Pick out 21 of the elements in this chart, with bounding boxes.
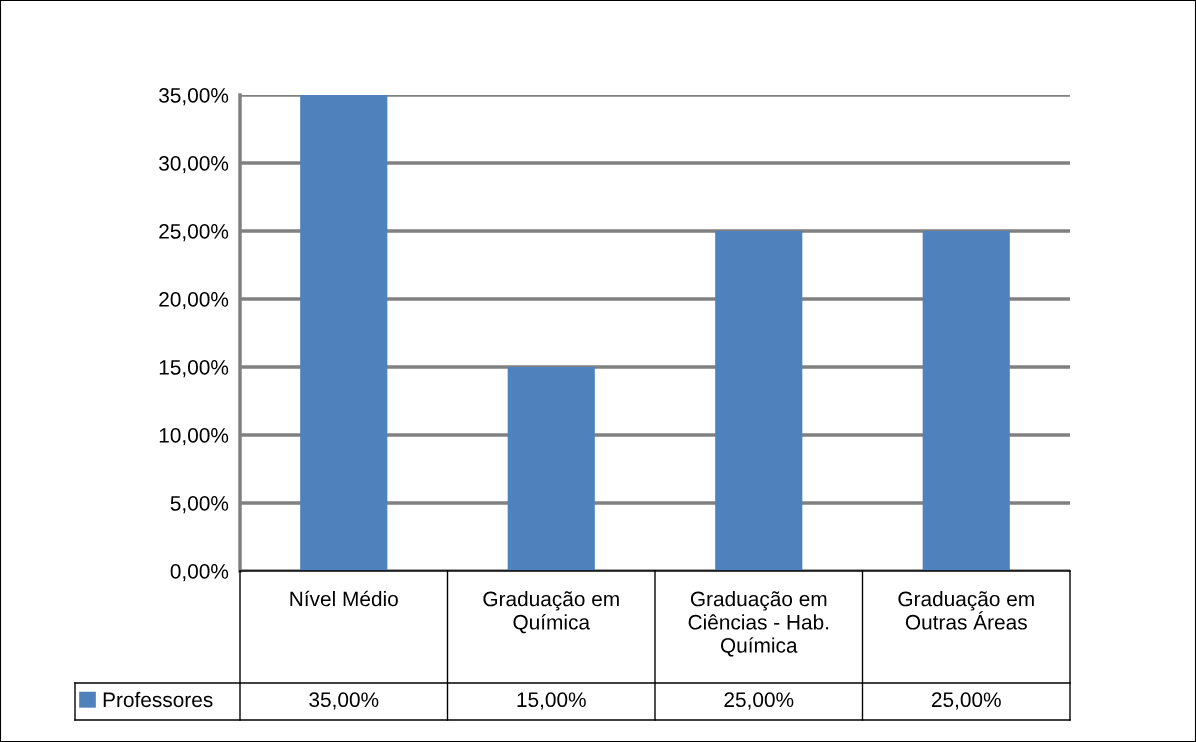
y-tick-label: 35,00% <box>159 88 229 106</box>
x-tick-label: Nível Médio <box>290 590 398 607</box>
x-tick-label: Graduação em Química <box>483 591 619 634</box>
bar <box>715 231 803 571</box>
x-tick-label: Graduação em Ciências - Hab. Química <box>688 591 829 657</box>
bar <box>922 231 1010 571</box>
y-tick-label: 0,00% <box>170 564 229 582</box>
bar <box>300 95 388 571</box>
legend-label: Professores <box>103 691 213 708</box>
data-label: 25,00% <box>931 692 1001 710</box>
x-tick-label: Graduação em Outras Áreas <box>898 591 1034 630</box>
bar <box>507 367 595 571</box>
y-tick-label: 20,00% <box>159 292 229 310</box>
y-tick-label: 15,00% <box>159 360 229 378</box>
y-tick-label: 5,00% <box>170 496 229 514</box>
y-tick-label: 25,00% <box>159 224 229 242</box>
data-label: 25,00% <box>724 692 794 710</box>
data-label: 15,00% <box>517 692 586 710</box>
y-tick-label: 30,00% <box>159 156 229 174</box>
data-label: 35,00% <box>309 692 379 710</box>
y-tick-label: 10,00% <box>159 428 229 446</box>
